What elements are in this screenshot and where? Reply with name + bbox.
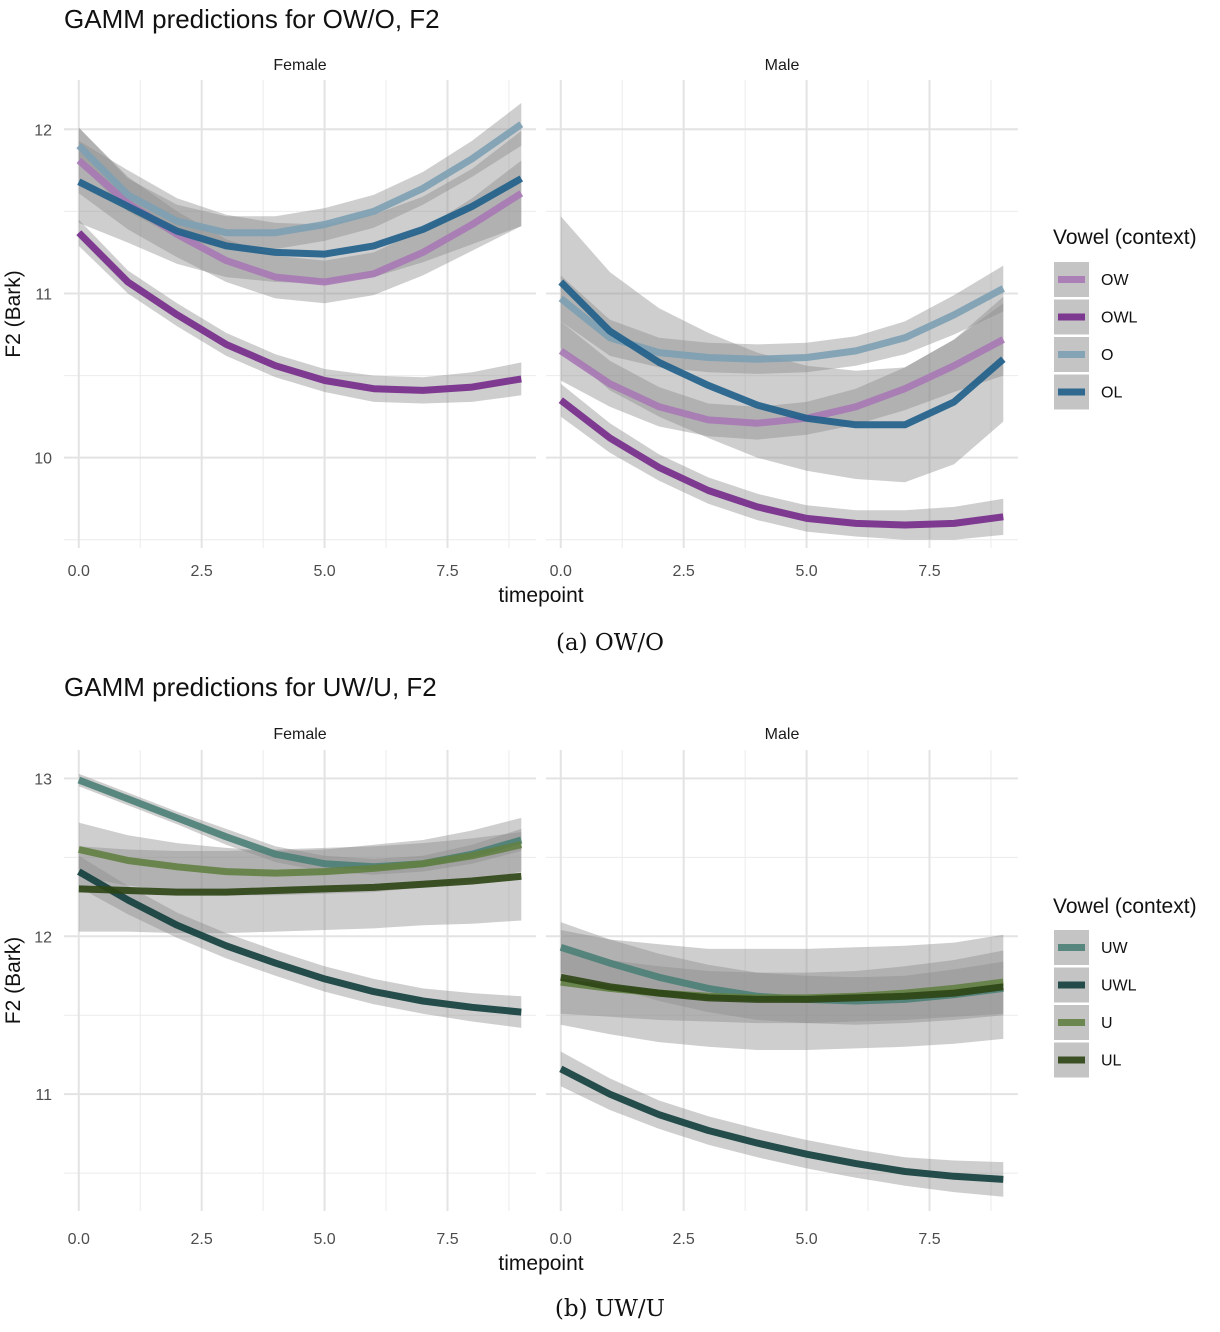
x-tick-label: 2.5 [191, 563, 213, 580]
x-axis-title: timepoint [498, 1252, 583, 1275]
legend-label: OWL [1101, 310, 1138, 327]
caption-b: (b) UW/U [554, 1296, 666, 1322]
legend-item-uw: UW [1054, 930, 1129, 965]
ribbon-uw [78, 773, 522, 875]
line-ow [558, 336, 1005, 427]
ribbon-ol [560, 216, 1004, 483]
grid-lines [546, 80, 1018, 548]
legend-title: Vowel (context) [1053, 226, 1197, 249]
line-u [78, 841, 523, 877]
y-tick-label: 12 [34, 122, 52, 139]
line-ol [77, 175, 524, 258]
facet-strip-label: Male [765, 726, 800, 743]
x-tick-label: 7.5 [918, 563, 940, 580]
x-tick-label: 0.0 [68, 1231, 90, 1248]
y-tick-label: 10 [34, 451, 52, 468]
line-o [76, 121, 524, 237]
legend-title: Vowel (context) [1053, 895, 1197, 918]
facet-male: Male 0.0 2.5 5.0 7.5 [546, 57, 1018, 580]
chart-ow-o: GAMM predictions for OW/O, F2 10 11 12 F2 (B… [2, 4, 1197, 607]
x-tick-label: 0.0 [550, 563, 572, 580]
x-tick-label: 7.5 [436, 1231, 458, 1248]
line-owl [558, 397, 1004, 529]
ribbon-ow [560, 303, 1004, 440]
x-tick-label: 7.5 [436, 563, 458, 580]
legend-label: O [1101, 347, 1113, 364]
legend-label: OW [1101, 272, 1129, 289]
line-uwl [77, 868, 522, 1016]
legend-label: UL [1101, 1053, 1122, 1070]
line-ul [560, 973, 1004, 1003]
legend-item-ol: OL [1054, 374, 1122, 410]
x-tick-label: 7.5 [918, 1231, 940, 1248]
ribbon-uwl [560, 1051, 1004, 1197]
ribbon-o [78, 103, 522, 250]
ribbon-ol [78, 130, 522, 284]
y-axis-title: F2 (Bark) [2, 270, 25, 358]
x-tick-label: 2.5 [191, 1231, 213, 1248]
x-tick-label: 2.5 [673, 563, 695, 580]
chart-uw-u: GAMM predictions for UW/U, F2 11 12 13 F2 (B… [2, 672, 1197, 1275]
legend-label: OL [1101, 385, 1122, 402]
x-tick-label: 2.5 [673, 1231, 695, 1248]
caption-a: (a) OW/O [555, 630, 665, 656]
legend-label: UW [1101, 940, 1129, 957]
facet-strip-label: Female [273, 726, 326, 743]
y-tick-label: 11 [35, 286, 52, 303]
ribbon-o [560, 265, 1004, 374]
y-axis-title: F2 (Bark) [2, 937, 25, 1025]
legend-item-o: O [1054, 337, 1113, 372]
line-owl [76, 230, 522, 394]
x-axis-title: timepoint [498, 584, 583, 607]
ribbon-ul [560, 930, 1004, 1050]
facet-strip-label: Male [765, 57, 800, 74]
line-ol [558, 279, 1006, 429]
line-uwl [559, 1065, 1004, 1183]
x-tick-label: 5.0 [313, 1231, 335, 1248]
legend-label: UWL [1101, 978, 1137, 995]
legend: Vowel (context) OW OWL O OL [1053, 226, 1197, 410]
facet-female: Female 0.0 2.5 5.0 7.5 [64, 57, 536, 580]
legend-item-u: U [1054, 1005, 1113, 1040]
facet-strip-label: Female [273, 57, 326, 74]
chart-title: GAMM predictions for OW/O, F2 [64, 4, 440, 34]
line-ul [78, 872, 522, 896]
x-tick-label: 5.0 [795, 563, 817, 580]
ribbon-u [560, 950, 1004, 1024]
legend-item-ul: UL [1054, 1042, 1122, 1078]
chart-title: GAMM predictions for UW/U, F2 [64, 672, 437, 702]
ribbon-ul [78, 832, 522, 934]
facet-female: Female 0.0 2.5 5.0 7.5 [64, 726, 536, 1248]
x-tick-label: 5.0 [313, 563, 335, 580]
x-tick-label: 0.0 [550, 1231, 572, 1248]
legend-item-uwl: UWL [1054, 967, 1137, 1003]
y-tick-label: 11 [35, 1087, 52, 1104]
y-tick-label: 12 [34, 929, 52, 946]
y-tick-label: 13 [34, 771, 52, 788]
legend-label: U [1101, 1015, 1113, 1032]
x-tick-label: 0.0 [68, 563, 90, 580]
legend: Vowel (context) UW UWL U UL [1053, 895, 1197, 1078]
legend-item-owl: OWL [1054, 299, 1138, 335]
legend-item-ow: OW [1054, 262, 1129, 297]
facet-male: Male 0.0 2.5 5.0 7.5 [546, 726, 1018, 1248]
x-tick-label: 5.0 [795, 1231, 817, 1248]
